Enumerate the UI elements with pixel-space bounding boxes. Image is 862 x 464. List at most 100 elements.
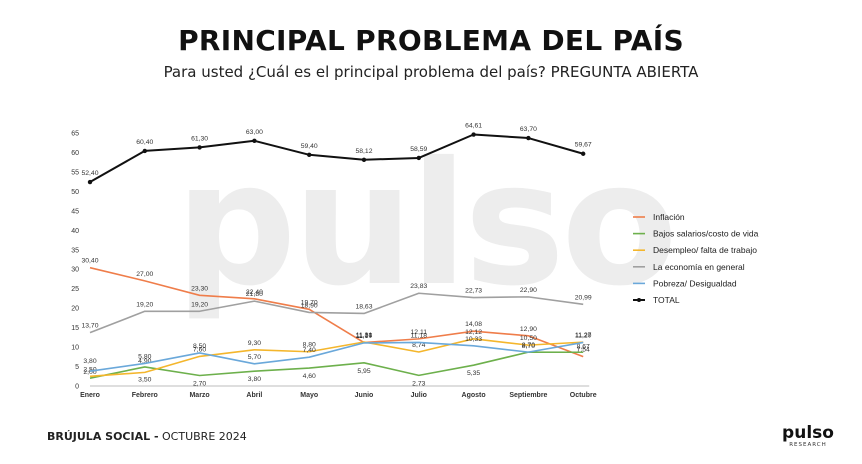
- data-label: 3,80: [248, 376, 261, 383]
- logo-subtext: RESEARCH: [789, 442, 827, 448]
- y-tick-label: 55: [71, 169, 79, 176]
- y-tick-label: 65: [71, 131, 79, 138]
- legend-label: Desempleo/ falta de trabajo: [653, 245, 757, 255]
- data-label: 11,16: [356, 333, 373, 340]
- data-label: 23,83: [410, 283, 427, 290]
- data-label: 2,70: [193, 380, 206, 387]
- data-label: 8,50: [193, 343, 206, 350]
- data-label: 11,20: [575, 332, 592, 339]
- series-point: [252, 138, 257, 143]
- data-label: 13,70: [81, 323, 98, 330]
- legend-label: La economía en general: [653, 262, 745, 272]
- data-label: 58,59: [410, 146, 427, 153]
- series-point: [307, 152, 312, 157]
- data-label: 11,07: [356, 333, 373, 340]
- data-label: 12,90: [520, 326, 537, 333]
- data-label: 3,80: [83, 358, 96, 365]
- x-tick-label: Abril: [246, 392, 262, 399]
- data-label: 3,50: [138, 376, 151, 383]
- legend-label: TOTAL: [653, 295, 680, 305]
- x-tick-label: Octubre: [570, 392, 597, 399]
- watermark: pulso: [175, 126, 678, 324]
- data-label: 8,74: [412, 342, 425, 349]
- footer-brand-date: OCTUBRE 2024: [158, 430, 247, 443]
- data-label: 19,20: [191, 301, 208, 308]
- legend-marker: [637, 298, 641, 302]
- y-tick-label: 40: [71, 228, 79, 235]
- series-point: [416, 155, 421, 161]
- data-label: 21,80: [246, 291, 263, 298]
- data-label: 18,63: [355, 303, 372, 310]
- data-label: 63,70: [520, 126, 537, 133]
- data-label: 8,80: [303, 342, 316, 349]
- data-label: 59,67: [575, 142, 592, 149]
- data-label: 14,08: [465, 321, 482, 328]
- data-label: 4,90: [138, 358, 151, 365]
- x-tick-label: Enero: [80, 392, 100, 399]
- data-label: 22,90: [520, 287, 537, 294]
- series-line: [89, 341, 584, 373]
- x-tick-label: Septiembre: [509, 392, 547, 399]
- data-label: 8,70: [522, 343, 535, 350]
- data-label: 12,11: [411, 329, 428, 336]
- series-line: [89, 292, 584, 334]
- y-tick-label: 15: [71, 325, 79, 332]
- series-point: [142, 148, 147, 154]
- data-label: 22,73: [465, 288, 482, 295]
- data-label: 10,33: [465, 336, 482, 343]
- footer-brand: BRÚJULA SOCIAL - OCTUBRE 2024: [47, 430, 247, 443]
- series-point: [581, 151, 586, 156]
- data-label: 5,95: [357, 368, 370, 375]
- data-label: 64,61: [465, 123, 482, 130]
- x-tick-label: Junio: [355, 392, 374, 399]
- series-point: [87, 179, 93, 185]
- series-point: [471, 132, 476, 137]
- data-label: 7,60: [193, 346, 206, 353]
- y-tick-label: 10: [71, 345, 79, 352]
- data-label: 9,30: [248, 340, 261, 347]
- series-line: [89, 133, 584, 183]
- series-point: [197, 145, 202, 150]
- logo-text: pulso: [782, 423, 834, 443]
- data-label: 23,30: [191, 285, 208, 292]
- legend-label: Inflación: [653, 212, 685, 222]
- x-tick-label: Marzo: [189, 392, 209, 399]
- data-label: 63,00: [246, 129, 263, 136]
- series-line: [89, 266, 584, 358]
- y-tick-label: 35: [71, 247, 79, 254]
- data-label: 5,80: [138, 353, 151, 360]
- x-tick-label: Julio: [411, 392, 427, 399]
- series-point: [361, 157, 367, 162]
- data-label: 5,35: [467, 370, 480, 377]
- data-label: 8,70: [522, 342, 535, 349]
- x-tick-label: Agosto: [462, 392, 486, 399]
- data-label: 12,12: [465, 329, 482, 336]
- data-label: 27,00: [136, 271, 153, 278]
- data-label: 58,12: [355, 148, 372, 155]
- y-tick-label: 30: [71, 267, 79, 274]
- data-label: 19,70: [301, 299, 318, 306]
- data-label: 7,54: [577, 347, 590, 354]
- data-label: 11,31: [356, 332, 373, 339]
- pulso-logo: pulso RESEARCH: [778, 424, 838, 448]
- data-label: 7,40: [303, 347, 316, 354]
- data-label: 2,50: [83, 366, 96, 373]
- legend-label: Pobreza/ Desigualdad: [653, 278, 737, 288]
- series-line: [89, 338, 584, 378]
- data-label: 60,40: [136, 139, 153, 146]
- y-tick-label: 45: [71, 208, 79, 215]
- data-label: 59,40: [301, 143, 318, 150]
- data-label: 8,67: [577, 343, 590, 350]
- y-tick-label: 0: [75, 384, 79, 391]
- footer-brand-name: BRÚJULA SOCIAL -: [47, 430, 159, 443]
- x-tick-label: Mayo: [300, 392, 318, 399]
- y-tick-label: 50: [71, 189, 79, 196]
- data-label: 2,73: [412, 380, 425, 387]
- x-tick-label: Febrero: [132, 392, 158, 399]
- data-label: 30,40: [81, 258, 98, 265]
- data-label: 11,18: [411, 332, 428, 339]
- data-label: 5,70: [248, 354, 261, 361]
- y-tick-label: 25: [71, 286, 79, 293]
- y-tick-label: 5: [75, 364, 79, 371]
